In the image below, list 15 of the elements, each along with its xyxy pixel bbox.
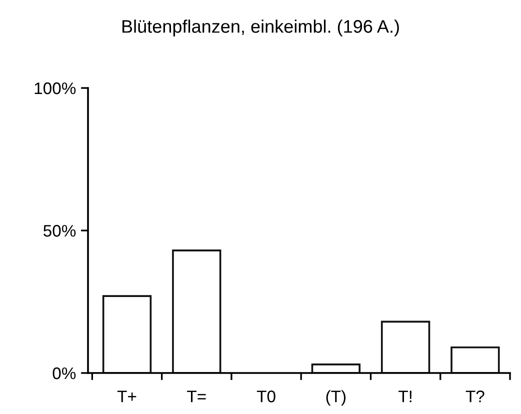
bar <box>172 250 222 373</box>
x-tick-label: T= <box>187 390 206 402</box>
chart-title: Blütenpflanzen, einkeimbl. (196 A.) <box>122 20 399 36</box>
y-tick-label: 50% <box>44 224 76 237</box>
x-tick-label: T? <box>466 390 484 402</box>
bar <box>102 295 152 373</box>
y-tick-label: 0% <box>52 367 76 380</box>
x-tick-label: T+ <box>117 390 136 402</box>
bar <box>311 364 360 373</box>
x-tick-label: T! <box>398 390 412 402</box>
y-tick-label: 100% <box>34 82 76 94</box>
x-tick-label: (T) <box>326 390 346 406</box>
bar <box>380 320 430 373</box>
x-tick-label: T0 <box>256 390 276 402</box>
bar <box>450 346 500 373</box>
